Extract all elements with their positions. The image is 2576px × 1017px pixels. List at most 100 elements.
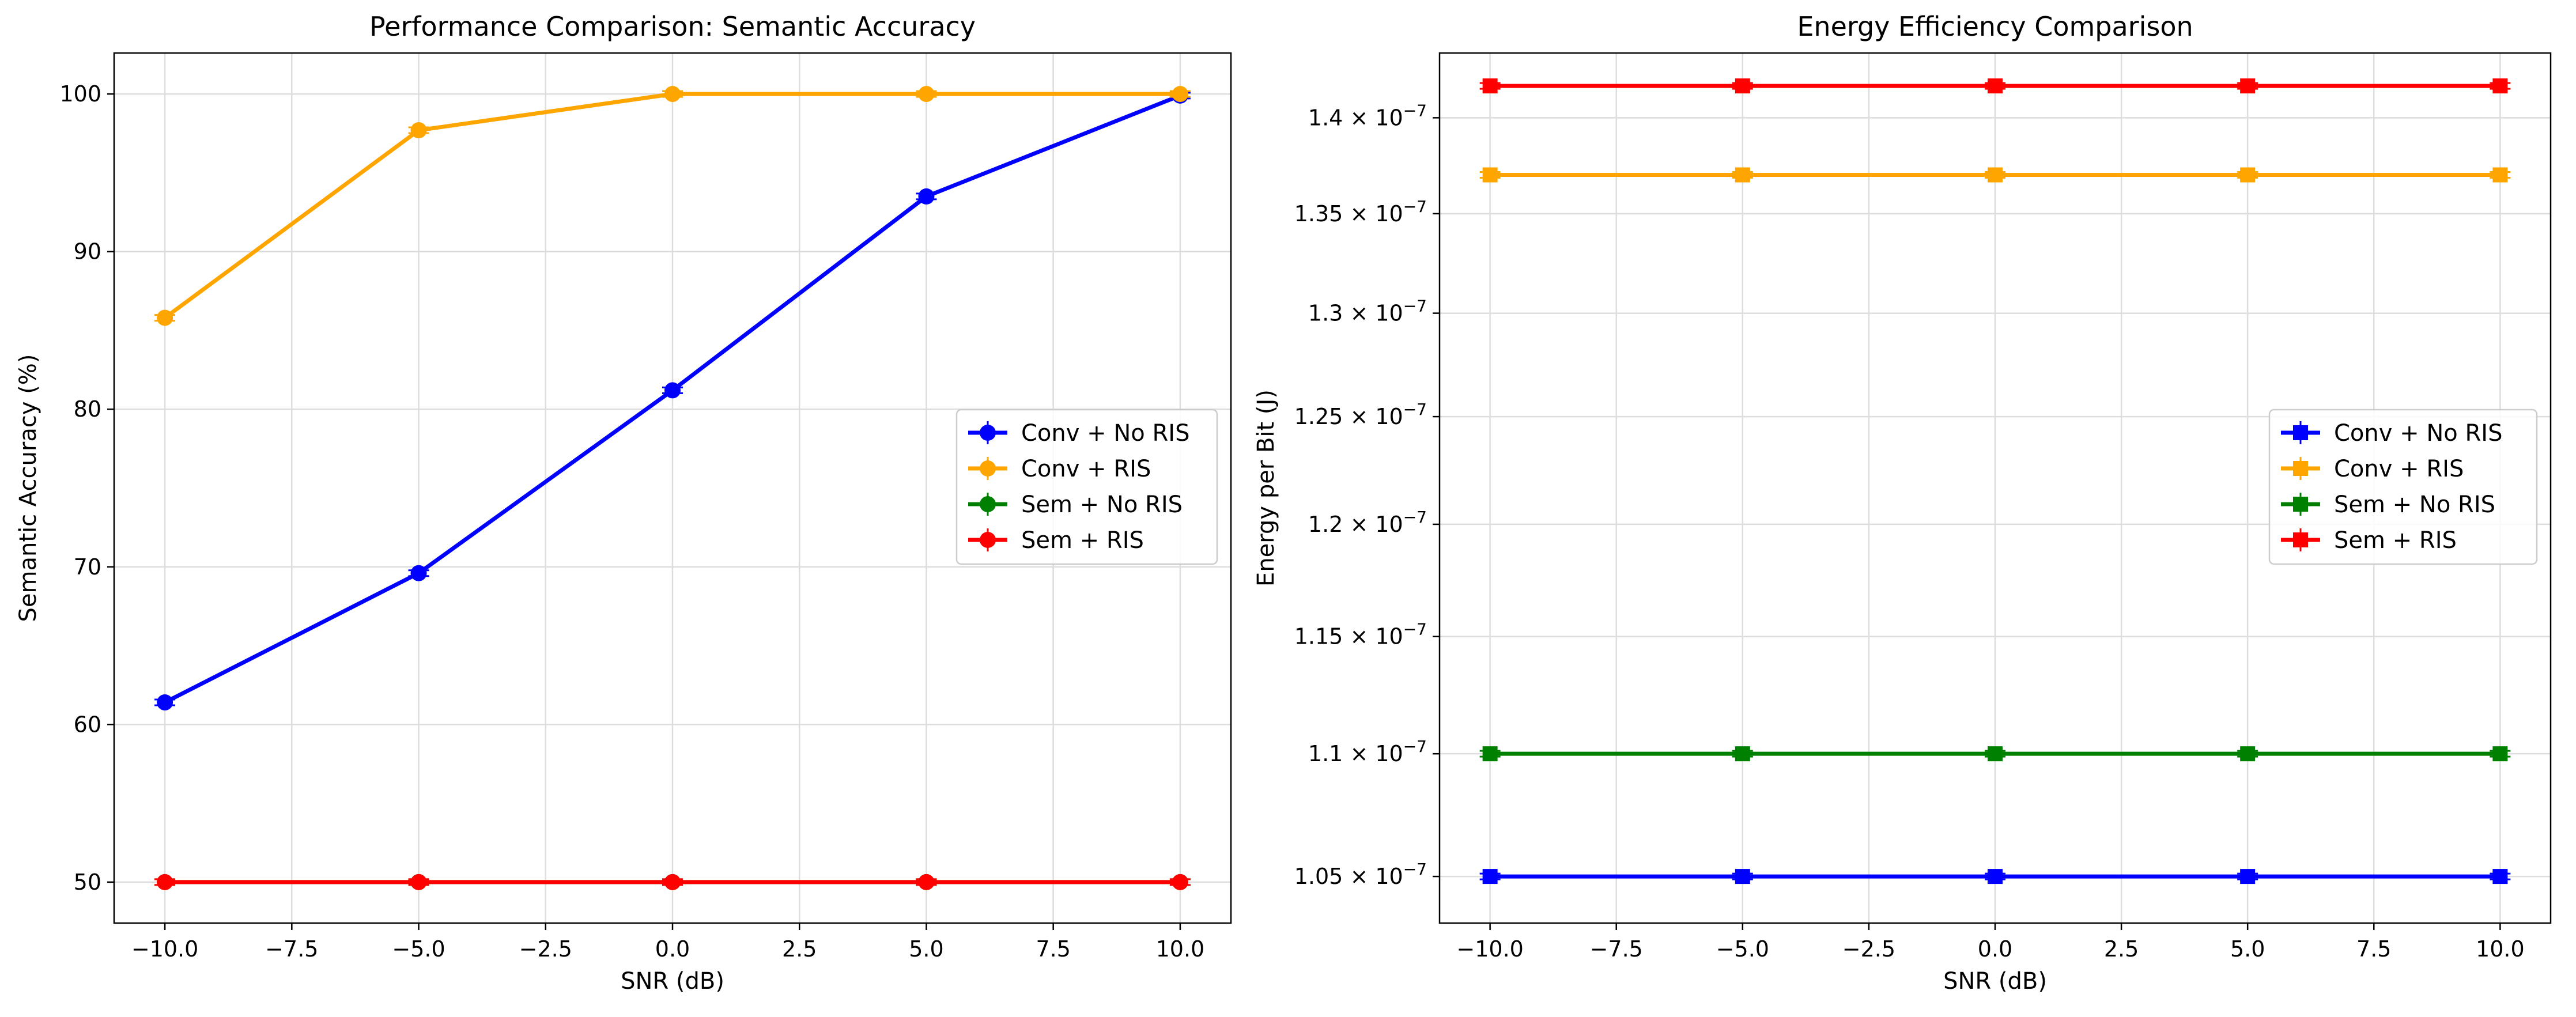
- y-tick-times: × 10: [1343, 404, 1403, 429]
- x-tick-label: 7.5: [2356, 936, 2391, 962]
- data-point: [157, 694, 173, 711]
- legend-box: [955, 409, 1218, 565]
- data-point: [1735, 746, 1750, 762]
- y-tick-label: 90: [74, 239, 101, 264]
- x-tick-label: 5.0: [909, 936, 943, 962]
- data-point: [918, 86, 935, 103]
- y-tick-exponent: −7: [1403, 197, 1427, 216]
- y-tick-times: × 10: [1343, 512, 1403, 537]
- data-point: [2240, 869, 2256, 884]
- legend: Conv + No RIS Conv + RIS Sem + No RIS Sem +…: [2268, 409, 2538, 565]
- data-point: [2240, 78, 2256, 94]
- x-tick-label: 2.5: [2104, 936, 2139, 962]
- x-tick-label: 10.0: [2476, 936, 2525, 962]
- x-tick-label: −7.5: [1590, 936, 1643, 962]
- x-axis: −10.0 −7.5 −5.0 −2.5 0.0 2.5 5.0 7.5 10.0: [131, 923, 1204, 962]
- data-point: [157, 309, 173, 326]
- legend-item-conv-ris: Conv + RIS: [968, 456, 1151, 482]
- y-tick-label: 1.4 × 10−7: [1308, 101, 1427, 130]
- y-axis: 1.05 × 10−71.1 × 10−71.15 × 10−71.2 × 10…: [1294, 101, 1440, 889]
- y-tick-label: 1.35 × 10−7: [1294, 197, 1427, 226]
- x-tick-label: 0.0: [1978, 936, 2012, 962]
- y-tick-exponent: −7: [1403, 101, 1427, 120]
- x-tick-label: −5.0: [1716, 936, 1769, 962]
- y-axis: 50 60 70 80 90 100: [59, 81, 114, 895]
- legend-marker: [980, 496, 996, 512]
- legend-item-conv-ris: Conv + RIS: [2281, 456, 2464, 482]
- legend-label: Sem + RIS: [1021, 527, 1144, 554]
- series-group: [154, 86, 1191, 890]
- data-point: [1482, 746, 1498, 762]
- y-tick-times: × 10: [1343, 741, 1403, 766]
- x-axis-label: SNR (dB): [1943, 968, 2047, 995]
- legend-item-sem-no-ris: Sem + No RIS: [968, 492, 1183, 518]
- y-tick-label: 1.1 × 10−7: [1308, 737, 1427, 766]
- legend-label: Conv + RIS: [1021, 456, 1151, 482]
- y-tick-label: 1.15 × 10−7: [1294, 620, 1427, 649]
- chart-semantic-accuracy: −10.0 −7.5 −5.0 −2.5 0.0 2.5 5.0 7.5 10.0 50 60 70 8…: [15, 11, 1232, 995]
- legend-label: Sem + RIS: [2334, 527, 2457, 554]
- y-tick-mantissa: 1.15: [1294, 624, 1343, 649]
- data-point: [410, 874, 427, 890]
- legend-marker: [980, 532, 996, 548]
- x-tick-label: −7.5: [265, 936, 318, 962]
- x-tick-label: −2.5: [1842, 936, 1895, 962]
- y-tick-label: 1.05 × 10−7: [1294, 860, 1427, 889]
- y-axis-label: Semantic Accuracy (%): [15, 354, 41, 622]
- y-tick-mantissa: 1.3: [1308, 301, 1343, 326]
- data-point: [1482, 78, 1498, 94]
- y-tick-label: 1.25 × 10−7: [1294, 400, 1427, 429]
- y-tick-mantissa: 1.2: [1308, 512, 1343, 537]
- data-point: [1988, 167, 2003, 183]
- x-axis: −10.0 −7.5 −5.0 −2.5 0.0 2.5 5.0 7.5 10.0: [1456, 923, 2525, 962]
- series-conv-no-ris: [1479, 869, 2511, 884]
- y-tick-times: × 10: [1343, 301, 1403, 326]
- data-point: [1988, 746, 2003, 762]
- y-tick-exponent: −7: [1403, 860, 1427, 879]
- data-point: [1735, 869, 1750, 884]
- y-tick-label: 1.3 × 10−7: [1308, 297, 1427, 326]
- series-conv-ris: [1479, 167, 2511, 183]
- y-axis-label: Energy per Bit (J): [1253, 390, 1279, 587]
- series-sem-ris: [154, 874, 1191, 890]
- data-point: [664, 874, 681, 890]
- legend-marker: [2293, 532, 2308, 547]
- y-tick-label: 100: [59, 81, 101, 107]
- x-axis-label: SNR (dB): [621, 968, 724, 995]
- data-point: [1735, 167, 1750, 183]
- y-tick-label: 60: [74, 712, 101, 737]
- legend-marker: [980, 460, 996, 477]
- data-point: [664, 382, 681, 399]
- chart-title: Performance Comparison: Semantic Accurac…: [369, 11, 976, 42]
- data-point: [1988, 869, 2003, 884]
- x-tick-label: −2.5: [519, 936, 572, 962]
- data-point: [2492, 78, 2508, 94]
- legend-item-sem-ris: Sem + RIS: [2281, 527, 2457, 554]
- data-point: [410, 565, 427, 581]
- y-tick-exponent: −7: [1403, 297, 1427, 316]
- legend-marker: [2293, 425, 2308, 440]
- y-tick-exponent: −7: [1403, 508, 1427, 527]
- y-tick-times: × 10: [1343, 105, 1403, 130]
- data-point: [2492, 746, 2508, 762]
- legend-label: Conv + No RIS: [1021, 420, 1189, 447]
- y-tick-times: × 10: [1343, 864, 1403, 889]
- y-tick-exponent: −7: [1403, 620, 1427, 639]
- data-point: [2492, 167, 2508, 183]
- y-tick-mantissa: 1.25: [1294, 404, 1343, 429]
- data-point: [2492, 869, 2508, 884]
- legend-item-sem-ris: Sem + RIS: [968, 527, 1144, 554]
- y-tick-mantissa: 1.1: [1308, 741, 1343, 766]
- data-point: [1988, 78, 2003, 94]
- y-tick-times: × 10: [1343, 201, 1403, 226]
- legend-label: Conv + RIS: [2334, 456, 2464, 482]
- y-tick-label: 1.2 × 10−7: [1308, 508, 1427, 537]
- data-point: [157, 874, 173, 890]
- y-tick-mantissa: 1.05: [1294, 864, 1343, 889]
- x-tick-label: 2.5: [782, 936, 817, 962]
- y-tick-label: 70: [74, 554, 101, 580]
- legend-item-sem-no-ris: Sem + No RIS: [2281, 492, 2495, 518]
- data-point: [1172, 86, 1188, 103]
- y-tick-mantissa: 1.4: [1308, 105, 1343, 130]
- x-tick-label: −5.0: [392, 936, 445, 962]
